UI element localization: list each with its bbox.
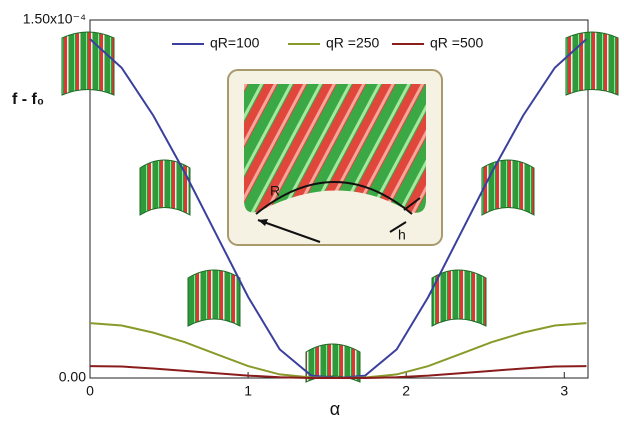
annotation: R [270, 183, 280, 199]
legend-label: qR=100 [210, 35, 260, 51]
x-tick-label: 3 [560, 383, 568, 399]
y-tick-label: 1.50x10⁻⁴ [23, 11, 86, 27]
legend-label: qR =500 [430, 35, 484, 51]
inset [227, 69, 443, 246]
y-axis-label: f - f₀ [12, 91, 44, 108]
x-tick-label: 0 [86, 383, 94, 399]
x-tick-label: 2 [402, 383, 410, 399]
legend-label: qR =250 [326, 35, 380, 51]
line-series [89, 365, 587, 379]
x-axis-label: α [330, 399, 340, 419]
annotation: h [398, 227, 406, 243]
x-tick-label: 1 [244, 383, 252, 399]
y-tick-label: 0.00 [59, 369, 86, 385]
legend: qR=100 qR =250 qR =500 [172, 35, 484, 51]
